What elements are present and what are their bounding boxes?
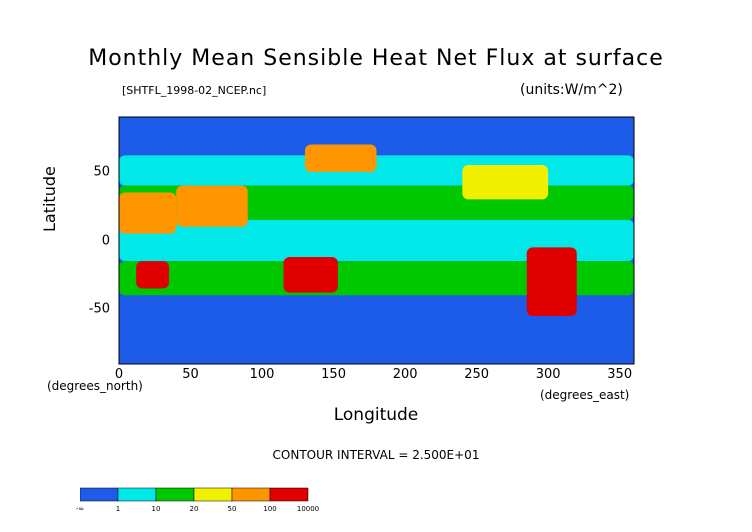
x-unit-label: (degrees_east) bbox=[540, 388, 630, 402]
chart-title: Monthly Mean Sensible Heat Net Flux at s… bbox=[88, 46, 664, 71]
heatmap-region-siberia-east bbox=[304, 144, 377, 172]
heatmap-region-tropics bbox=[119, 219, 634, 262]
heatmap-region-southern-ocean bbox=[119, 295, 634, 337]
heatmap-region-sahara bbox=[119, 192, 177, 234]
colorbar-level-label: 1 bbox=[115, 505, 121, 513]
y-tick-label: -50 bbox=[88, 301, 110, 317]
colorbar-level-label: 50 bbox=[227, 505, 237, 513]
colorbar-level-label: 10 bbox=[151, 505, 161, 513]
x-tick-label: 250 bbox=[464, 367, 490, 382]
x-tick-label: 50 bbox=[182, 367, 199, 382]
heatmap-region-south-america bbox=[526, 247, 577, 316]
x-tick-label: 350 bbox=[607, 367, 633, 382]
x-tick-label: 150 bbox=[321, 367, 346, 382]
colorbar-swatch bbox=[269, 487, 309, 502]
x-tick-label: 200 bbox=[392, 367, 418, 382]
plot-frame bbox=[118, 116, 635, 365]
heatmap-region-australia bbox=[283, 256, 338, 293]
colorbar-swatch bbox=[117, 487, 157, 502]
y-unit-label: (degrees_north) bbox=[47, 379, 143, 393]
heatmap-region-arctic-ocean bbox=[119, 117, 634, 156]
colorbar-level-label: 10000 bbox=[296, 505, 320, 513]
colorbar-level-label: 100 bbox=[263, 505, 277, 513]
heatmap-region-south-africa bbox=[136, 261, 170, 289]
colorbar-swatch bbox=[231, 487, 271, 502]
contour-interval-label: CONTOUR INTERVAL = 2.500E+01 bbox=[272, 448, 480, 462]
x-tick-label: 0 bbox=[114, 367, 124, 382]
colorbar-swatch bbox=[155, 487, 195, 502]
colorbar bbox=[80, 487, 309, 502]
heatmap-region-subtropics-south bbox=[119, 261, 634, 296]
heatmap-region-antarctica bbox=[119, 336, 634, 364]
x-axis-label: Longitude bbox=[333, 405, 419, 425]
source-filename: [SHTFL_1998-02_NCEP.nc] bbox=[122, 84, 267, 97]
colorbar-level-label: 20 bbox=[189, 505, 199, 513]
heatmap-region-north-america bbox=[462, 165, 549, 200]
x-tick-label: 100 bbox=[249, 367, 275, 382]
x-tick-label: 300 bbox=[535, 367, 561, 382]
y-tick-label: 50 bbox=[93, 164, 110, 180]
colorbar-level-label: -∞ bbox=[75, 505, 85, 513]
units-label: (units:W/m^2) bbox=[520, 82, 623, 98]
heatmap-region-arabia-india bbox=[176, 185, 248, 227]
colorbar-swatch bbox=[80, 487, 119, 502]
colorbar-swatch bbox=[193, 487, 233, 502]
y-tick-label: 0 bbox=[101, 233, 110, 248]
